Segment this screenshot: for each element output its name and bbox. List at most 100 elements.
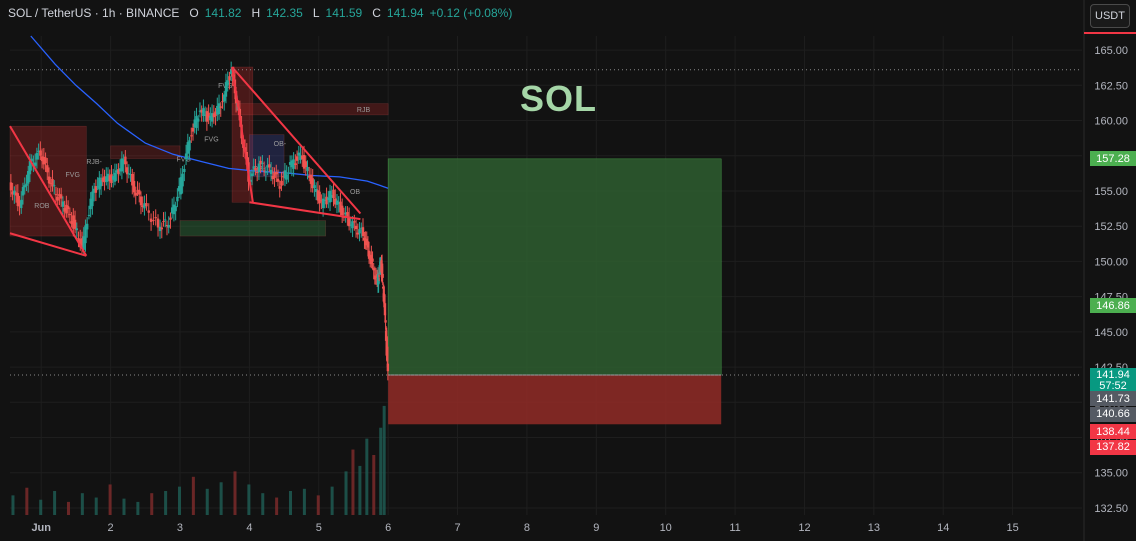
candle-body bbox=[209, 115, 212, 121]
candle-body bbox=[170, 207, 174, 214]
price-tick-label: 165.00 bbox=[1094, 45, 1128, 57]
candle-body bbox=[250, 173, 254, 177]
candle-body bbox=[30, 158, 33, 162]
high-label: H bbox=[251, 6, 261, 20]
candle-body bbox=[58, 194, 61, 197]
pattern-line bbox=[249, 201, 361, 221]
candle-body bbox=[290, 160, 294, 168]
candle-body bbox=[73, 219, 77, 229]
symbol-info[interactable]: SOL / TetherUS · 1h · BINANCE bbox=[8, 6, 180, 20]
volume-bar bbox=[382, 405, 386, 515]
close-label: C bbox=[372, 6, 381, 20]
change-value: +0.12 (+0.08%) bbox=[429, 6, 513, 20]
candle-body bbox=[70, 221, 73, 224]
currency-button[interactable]: USDT bbox=[1090, 4, 1130, 28]
candle-body bbox=[308, 176, 311, 178]
candle-body bbox=[371, 258, 374, 262]
candle-body bbox=[383, 303, 387, 316]
candle-body bbox=[198, 110, 202, 112]
volume-bar bbox=[164, 491, 168, 515]
candle-body bbox=[61, 201, 65, 207]
candle-body bbox=[186, 142, 189, 154]
candle-body bbox=[268, 164, 271, 168]
candle-body bbox=[96, 186, 99, 188]
volume-bar bbox=[330, 486, 334, 515]
candle-body bbox=[125, 167, 129, 175]
candle-body bbox=[346, 212, 349, 218]
candle-body bbox=[158, 226, 162, 232]
long-position-tool[interactable] bbox=[387, 158, 722, 425]
high-value: 142.35 bbox=[266, 6, 303, 20]
price-axis[interactable]: 132.50135.00137.50140.00142.50145.00147.… bbox=[1083, 0, 1128, 541]
volume-bar bbox=[177, 486, 181, 515]
open-label: O bbox=[189, 6, 199, 20]
price-tick-label: 150.00 bbox=[1094, 256, 1128, 268]
volume-bar bbox=[122, 498, 126, 515]
candle-body bbox=[283, 170, 287, 179]
volume-bar bbox=[261, 493, 265, 515]
wedge-pattern-lines bbox=[9, 66, 362, 257]
candle-body bbox=[138, 189, 141, 195]
volume-bar bbox=[25, 487, 29, 515]
price-tick-label: 145.00 bbox=[1094, 327, 1128, 339]
candle-body bbox=[80, 238, 84, 246]
candle-body bbox=[358, 229, 361, 234]
candle-body bbox=[13, 190, 16, 195]
candle-body bbox=[14, 192, 18, 196]
candle-body bbox=[132, 180, 136, 193]
candle-body bbox=[361, 227, 365, 237]
candle-body bbox=[269, 169, 273, 174]
smc-zone bbox=[231, 103, 389, 116]
candle-body bbox=[184, 153, 188, 160]
volume-bar bbox=[372, 455, 376, 515]
time-tick-label: 14 bbox=[937, 522, 949, 534]
candle-body bbox=[295, 156, 299, 161]
candle-body bbox=[323, 200, 327, 202]
smc-zone bbox=[110, 145, 181, 159]
zone-label: FVG bbox=[204, 137, 218, 144]
candle-body bbox=[302, 154, 306, 169]
candle-body bbox=[91, 191, 94, 207]
candle-body bbox=[164, 219, 167, 221]
candle-body bbox=[262, 170, 266, 172]
time-axis[interactable]: Jun 2 3 4 5 6 7 8 9 10 11 12 13 14 15 bbox=[31, 522, 1018, 534]
candle-body bbox=[212, 113, 216, 118]
candle-body bbox=[53, 185, 56, 187]
volume-bar bbox=[233, 471, 237, 515]
price-tick-label: 155.00 bbox=[1094, 186, 1128, 198]
candle-body bbox=[87, 214, 91, 216]
target-zone bbox=[387, 158, 722, 376]
time-tick-label: 15 bbox=[1006, 522, 1018, 534]
candle-body bbox=[365, 238, 368, 243]
candle-body bbox=[11, 191, 14, 195]
candle-body bbox=[210, 113, 214, 122]
candle-body bbox=[325, 196, 328, 205]
volume-bar bbox=[219, 482, 223, 515]
candle-body bbox=[292, 159, 295, 169]
volume-bar bbox=[351, 449, 355, 515]
candle-body bbox=[328, 190, 332, 203]
candle-body bbox=[23, 185, 26, 188]
candle-body bbox=[229, 69, 233, 74]
candle-body bbox=[349, 224, 353, 226]
candle-body bbox=[252, 166, 255, 169]
candle-body bbox=[197, 118, 200, 122]
candle-body bbox=[385, 336, 388, 356]
candle-body bbox=[129, 174, 132, 176]
grid-lines bbox=[10, 36, 1082, 515]
candle-body bbox=[141, 205, 144, 207]
candle-body bbox=[20, 199, 23, 209]
candle-body bbox=[63, 208, 66, 212]
volume-bar bbox=[136, 501, 140, 515]
price-tag: 57:52 bbox=[1090, 378, 1136, 394]
candle-body bbox=[366, 241, 370, 248]
candle-body bbox=[228, 76, 231, 81]
candle-body bbox=[176, 196, 179, 202]
candle-body bbox=[115, 170, 118, 173]
volume-bar bbox=[191, 476, 195, 515]
price-tick-label: 162.50 bbox=[1094, 80, 1128, 92]
candle-body bbox=[54, 194, 58, 196]
candle-body bbox=[131, 174, 134, 186]
volume-bar bbox=[379, 427, 383, 515]
